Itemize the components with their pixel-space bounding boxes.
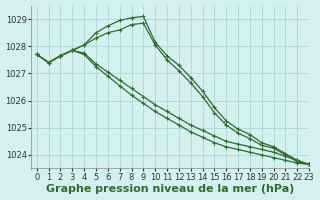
- X-axis label: Graphe pression niveau de la mer (hPa): Graphe pression niveau de la mer (hPa): [46, 184, 294, 194]
